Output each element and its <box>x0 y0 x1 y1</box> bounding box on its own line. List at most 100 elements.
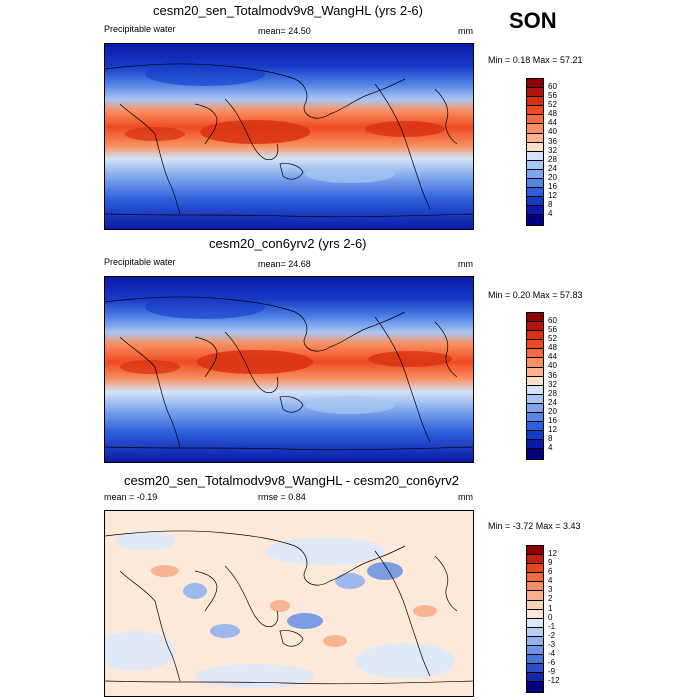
colorbar-cell <box>527 627 543 637</box>
colorbar-cell <box>527 215 543 225</box>
colorbar-cell <box>527 600 543 610</box>
colorbar-level-label: -2 <box>548 631 556 640</box>
colorbar-cell <box>527 394 543 404</box>
colorbar-level-label: 16 <box>548 182 557 191</box>
panel-3-rmse-label: rmse = 0.84 <box>258 492 306 502</box>
colorbar-cell <box>527 646 543 656</box>
colorbar-level-label: 12 <box>548 191 557 200</box>
panel-2-map <box>104 276 474 463</box>
colorbar-cell <box>527 564 543 574</box>
colorbar-cell <box>527 413 543 423</box>
colorbar-level-label: 44 <box>548 118 557 127</box>
colorbar-level-label: 48 <box>548 343 557 352</box>
colorbar-level-label: 24 <box>548 398 557 407</box>
colorbar-cell <box>527 376 543 386</box>
colorbar-cell <box>527 169 543 180</box>
colorbar-level-label: 16 <box>548 416 557 425</box>
colorbar-level-label: 48 <box>548 109 557 118</box>
colorbar-level-label: 4 <box>548 209 553 218</box>
panel-3-title: cesm20_sen_Totalmodv9v8_WangHL - cesm20_… <box>124 473 460 488</box>
colorbar-cell <box>527 385 543 395</box>
colorbar-cell <box>527 124 543 134</box>
colorbar-level-label: 56 <box>548 91 557 100</box>
colorbar-cell <box>527 340 543 350</box>
colorbar-level-label: 6 <box>548 567 553 576</box>
colorbar-cell <box>527 664 543 674</box>
colorbar-level-label: 4 <box>548 576 553 585</box>
panel-2-coastlines <box>105 296 473 451</box>
colorbar-level-label: 4 <box>548 443 553 452</box>
panel-2-mean-label: mean= 24.68 <box>258 259 311 269</box>
colorbar-cell <box>527 609 543 619</box>
season-label: SON <box>509 8 557 33</box>
colorbar-level-label: 12 <box>548 549 557 558</box>
panel-1-map <box>104 43 474 230</box>
colorbar-level-label: -3 <box>548 640 556 649</box>
panel-1-mean-label: mean= 24.50 <box>258 26 311 36</box>
colorbar-cell <box>527 151 543 161</box>
colorbar-cell <box>527 618 543 628</box>
colorbar-cell <box>527 422 543 432</box>
colorbar-level-label: 28 <box>548 389 557 398</box>
colorbar-level-label: 40 <box>548 361 557 370</box>
colorbar-level-label: 60 <box>548 82 557 91</box>
colorbar-level-label: 9 <box>548 558 553 567</box>
colorbar-cell <box>527 682 543 692</box>
panel-1-variable-label: Precipitable water <box>104 24 176 34</box>
colorbar-level-label: 56 <box>548 325 557 334</box>
panel-1-coastlines <box>105 63 473 218</box>
colorbar-level-label: 44 <box>548 352 557 361</box>
colorbar-level-label: 52 <box>548 334 557 343</box>
colorbar-cell <box>527 403 543 414</box>
panel-1-colorbar <box>526 78 544 226</box>
colorbar-level-label: 60 <box>548 316 557 325</box>
panel-1-title: cesm20_sen_Totalmodv9v8_WangHL (yrs 2-6) <box>153 3 423 18</box>
panel-3-map-plot <box>105 511 473 696</box>
colorbar-level-label: 8 <box>548 200 553 209</box>
panel-3-coastlines <box>105 530 473 685</box>
panel-2-title: cesm20_con6yrv2 (yrs 2-6) <box>209 236 367 251</box>
colorbar-level-label: -12 <box>548 676 560 685</box>
panel-2-variable-label: Precipitable water <box>104 257 176 267</box>
panel-2-colorbar <box>526 312 544 460</box>
colorbar-cell <box>527 79 543 89</box>
panel-1-units-label: mm <box>458 26 473 36</box>
panel-2-minmax-label: Min = 0.20 Max = 57.83 <box>488 290 583 300</box>
panel-3-map <box>104 510 474 697</box>
panel-3-mean-label: mean = -0.19 <box>104 492 158 502</box>
colorbar-cell <box>527 188 543 198</box>
colorbar-cell <box>527 555 543 565</box>
colorbar-level-label: -1 <box>548 622 556 631</box>
colorbar-cell <box>527 349 543 359</box>
panel-2-map-plot <box>105 277 473 462</box>
colorbar-cell <box>527 591 543 601</box>
colorbar-cell <box>527 142 543 152</box>
colorbar-level-label: 36 <box>548 137 557 146</box>
colorbar-cell <box>527 431 543 441</box>
colorbar-level-label: 36 <box>548 371 557 380</box>
colorbar-level-label: 32 <box>548 146 557 155</box>
panel-2-units-label: mm <box>458 259 473 269</box>
colorbar-cell <box>527 97 543 107</box>
colorbar-cell <box>527 673 543 683</box>
colorbar-cell <box>527 358 543 368</box>
colorbar-cell <box>527 88 543 98</box>
colorbar-cell <box>527 133 543 143</box>
colorbar-cell <box>527 331 543 341</box>
colorbar-level-label: 0 <box>548 613 553 622</box>
colorbar-cell <box>527 546 543 556</box>
panel-1-minmax-label: Min = 0.18 Max = 57.21 <box>488 55 583 65</box>
panel-3-units-label: mm <box>458 492 473 502</box>
colorbar-cell <box>527 197 543 207</box>
colorbar-level-label: 1 <box>548 604 553 613</box>
colorbar-cell <box>527 160 543 170</box>
colorbar-cell <box>527 179 543 189</box>
panel-3-minmax-label: Min = -3.72 Max = 3.43 <box>488 521 581 531</box>
colorbar-level-label: 8 <box>548 434 553 443</box>
colorbar-level-label: 52 <box>548 100 557 109</box>
colorbar-cell <box>527 115 543 125</box>
colorbar-level-label: 28 <box>548 155 557 164</box>
colorbar-level-label: 24 <box>548 164 557 173</box>
colorbar-cell <box>527 106 543 116</box>
panel-1-map-plot <box>105 44 473 229</box>
